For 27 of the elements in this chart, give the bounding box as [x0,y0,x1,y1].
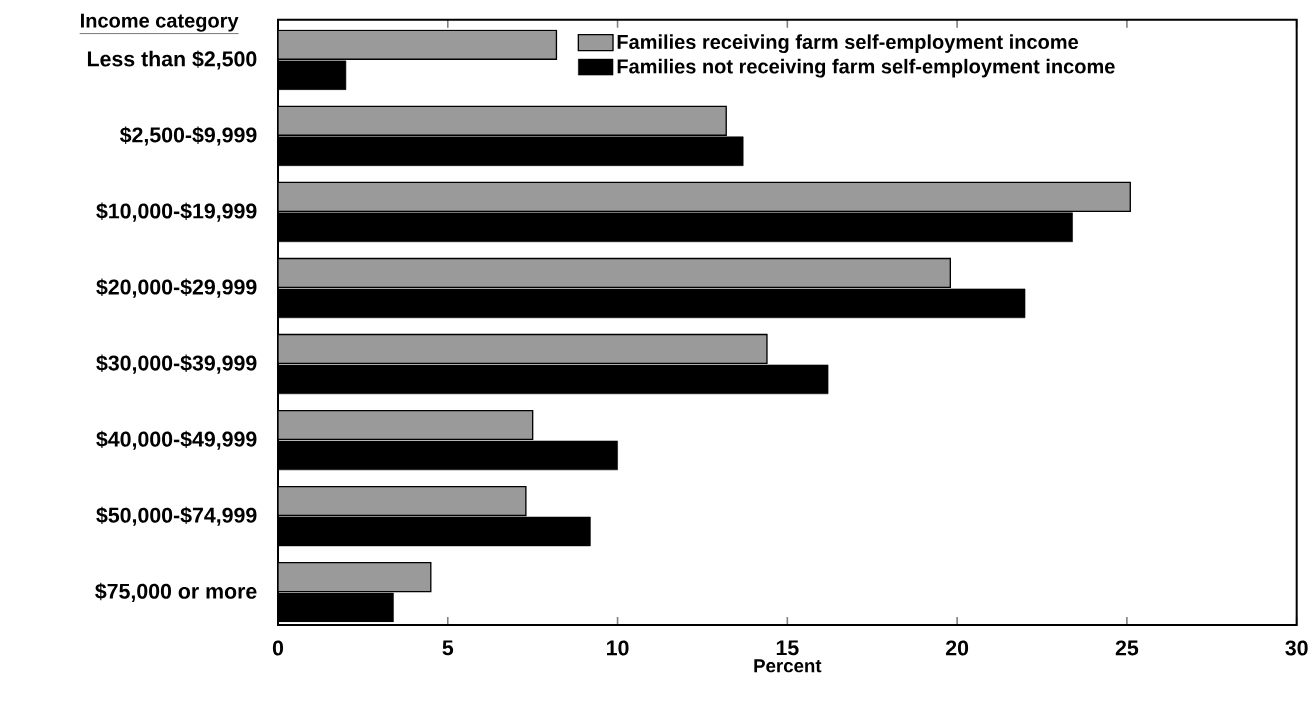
y-tick-label: $75,000 or more [95,582,257,602]
y-tick-label: $20,000-$29,999 [96,278,257,298]
bar [278,485,527,517]
bar [278,333,768,365]
legend-label: Families not receiving farm self-employment income [617,58,1115,78]
bar [278,181,1131,212]
bar [278,29,558,60]
y-tick-label: Less than $2,500 [87,50,257,70]
y-tick-label: $2,500-$9,999 [119,126,257,146]
x-tick-label: 10 [607,640,629,656]
x-tick-label: 15 [776,640,799,656]
bar [278,105,727,136]
x-axis-title: Percent [754,659,822,673]
x-tick-label: 20 [945,640,969,656]
x-tick-label: 30 [1285,640,1308,656]
x-tick-label: 0 [272,640,284,656]
x-tick-label: 25 [1115,640,1139,656]
bar [278,561,432,593]
y-tick-label: $30,000-$39,999 [96,354,257,374]
y-axis-title: Income category [81,13,239,32]
bar [278,409,534,441]
y-tick-label: $40,000-$49,999 [96,430,257,450]
y-tick-label: $50,000-$74,999 [96,506,257,526]
x-tick-label: 5 [442,640,454,656]
legend-label: Families receiving farm self-employment income [617,34,1079,54]
y-tick-label: $10,000-$19,999 [96,202,257,222]
bar [278,257,951,289]
